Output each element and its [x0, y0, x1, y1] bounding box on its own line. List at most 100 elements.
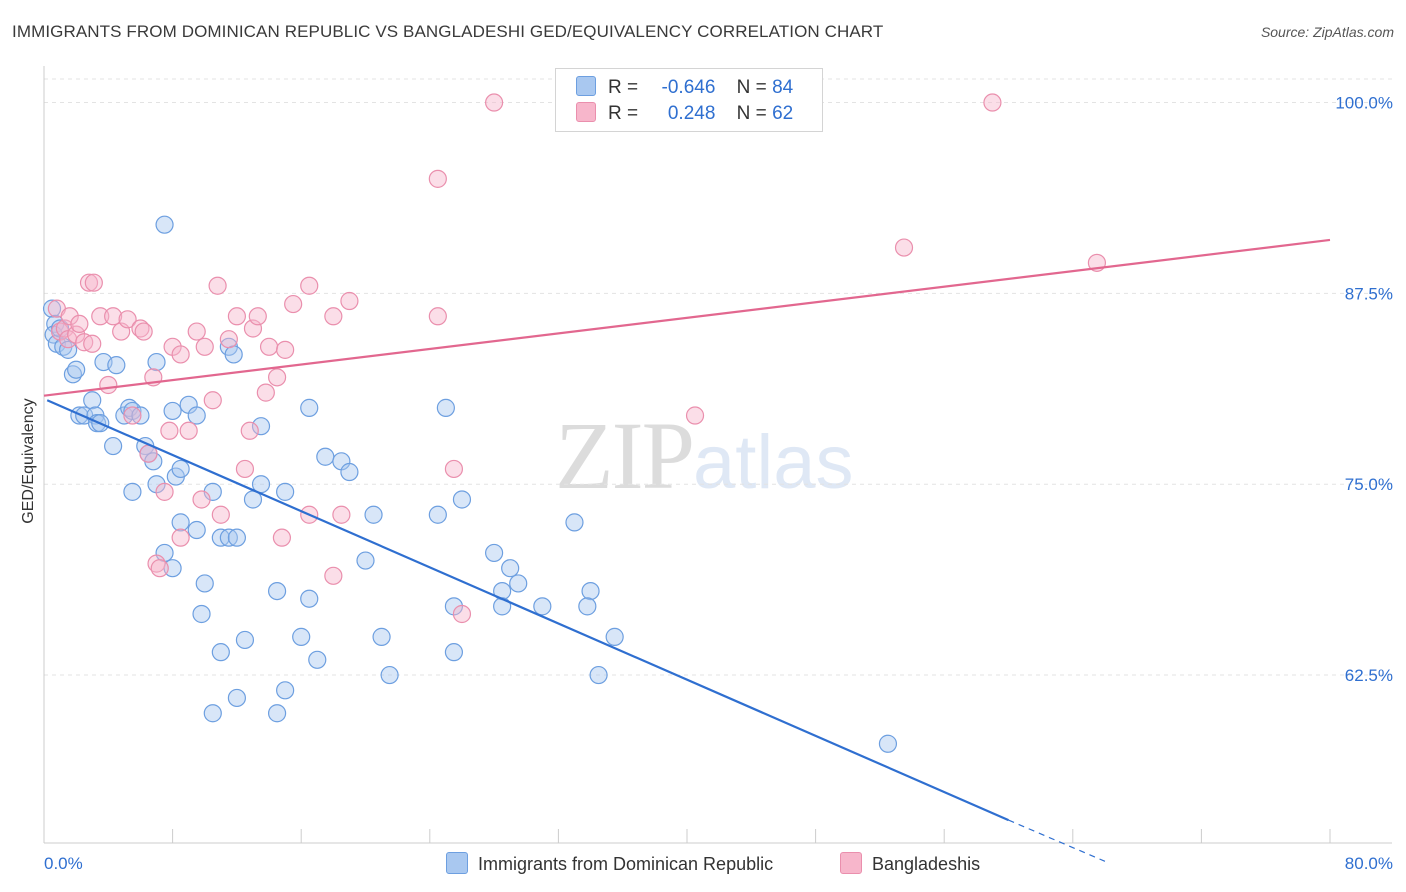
legend-r-label: R =	[608, 103, 639, 124]
bangladeshi-point	[91, 307, 110, 326]
bangladeshi-point	[444, 459, 464, 479]
dominican-point	[300, 398, 319, 417]
legend-row-bangladeshi: R = 0.248 N = 62	[576, 102, 793, 126]
dominican-point	[227, 528, 246, 547]
bangladeshi-point	[123, 406, 142, 425]
dominican-point	[123, 482, 142, 501]
bangladeshi-point	[452, 604, 472, 624]
dominican-point	[67, 360, 86, 379]
dominican-point	[267, 704, 287, 723]
y-tick-labels: 62.5% 75.0% 87.5% 100.0%	[1335, 94, 1393, 686]
dominican-point	[224, 345, 243, 364]
dominican-point	[187, 520, 206, 540]
watermark-atlas: atlas	[693, 420, 854, 505]
bottom-legend-dominican: Immigrants from Dominican Republic	[446, 852, 773, 875]
bangladeshi-point	[60, 307, 79, 326]
y-tick-label: 100.0%	[1335, 94, 1393, 113]
dominican-point	[292, 627, 311, 646]
bangladeshi-point	[160, 421, 179, 440]
dominican-point	[155, 215, 174, 234]
bangladeshi-point	[203, 391, 222, 410]
dominican-point	[300, 589, 319, 608]
bangladeshi-point	[118, 310, 137, 329]
dominican-point	[192, 604, 211, 624]
dominican-point	[340, 462, 359, 482]
bangladeshi-point	[171, 345, 190, 364]
bangladeshi-point	[894, 238, 914, 257]
bangladeshi-point	[300, 276, 319, 295]
legend-r-value-dominican: -0.646	[661, 77, 716, 98]
dominican-point	[308, 650, 327, 669]
bangladeshi-point	[131, 319, 150, 338]
chart-title: IMMIGRANTS FROM DOMINICAN REPUBLIC VS BA…	[12, 22, 884, 41]
bangladeshi-point	[104, 307, 123, 326]
dominican-point	[147, 352, 166, 372]
dominican-point	[107, 356, 126, 375]
dominican-point	[235, 630, 255, 650]
bangladeshi-point	[235, 459, 255, 479]
legend-r-label: R =	[608, 77, 639, 98]
dominican-point	[267, 581, 287, 601]
bangladeshi-point	[685, 406, 705, 425]
dominican-point	[452, 490, 472, 509]
legend-n-label: N =	[736, 103, 767, 124]
dominican-point	[436, 398, 455, 417]
x-tick-label-min: 0.0%	[44, 854, 83, 873]
bangladeshi-point	[83, 334, 102, 353]
bangladeshi-point	[272, 528, 292, 547]
bangladeshi-point	[208, 276, 227, 295]
bangladeshi-point	[276, 340, 295, 359]
bangladeshi-point	[248, 307, 267, 326]
series-bangladeshi-points	[47, 93, 1107, 624]
trend-line-dominican-extension	[1008, 819, 1106, 862]
bangladeshi-point	[79, 273, 99, 292]
bangladeshi-point	[256, 383, 275, 402]
bangladeshi-point	[187, 322, 206, 341]
bangladeshi-point	[211, 505, 230, 524]
dominican-point	[187, 406, 206, 425]
legend-swatch-bangladeshi	[576, 102, 596, 122]
dominican-point	[364, 505, 383, 524]
bottom-legend-swatch-dominican	[446, 852, 468, 874]
bangladeshi-point	[179, 421, 198, 440]
legend-n-label: N =	[736, 77, 767, 98]
bangladeshi-point	[155, 482, 174, 501]
legend-n-value-bangladeshi: 62	[772, 103, 794, 124]
legend-row-dominican: R = -0.646 N = 84	[576, 76, 793, 100]
y-tick-label: 75.0%	[1345, 475, 1393, 494]
dominican-point	[227, 688, 246, 708]
bangladeshi-point	[340, 291, 359, 311]
bangladeshi-point	[428, 307, 447, 326]
dominican-point	[356, 551, 375, 570]
bottom-legend-swatch-bangladeshi	[840, 852, 862, 874]
dominican-point	[171, 459, 190, 479]
bangladeshi-point	[332, 505, 351, 524]
bangladeshi-point	[324, 566, 343, 585]
dominican-point	[589, 665, 608, 685]
dominican-point	[251, 417, 271, 436]
legend-n-value-dominican: 84	[772, 77, 794, 98]
dominican-point	[533, 597, 552, 616]
dominican-point	[171, 513, 190, 532]
dominican-point	[565, 513, 584, 532]
dominican-point	[428, 505, 447, 524]
bangladeshi-point	[192, 490, 211, 509]
dominican-point	[878, 734, 898, 753]
dominican-point	[211, 643, 230, 662]
bangladeshi-point	[171, 528, 190, 547]
bangladeshi-point	[70, 314, 89, 334]
dominican-point	[59, 340, 78, 359]
dominican-point	[485, 543, 504, 563]
bangladeshi-point	[428, 169, 447, 188]
bangladeshi-point	[324, 307, 343, 326]
x-tick-label-max: 80.0%	[1345, 854, 1393, 873]
watermark: ZIPatlas	[555, 400, 854, 511]
y-tick-label: 87.5%	[1345, 284, 1393, 303]
bottom-legend-label-dominican: Immigrants from Dominican Republic	[478, 854, 774, 874]
legend-r-value-bangladeshi: 0.248	[667, 103, 716, 124]
y-tick-label: 62.5%	[1345, 666, 1393, 685]
axes	[43, 66, 1392, 844]
y-axis-label: GED/Equivalency	[20, 398, 37, 524]
trend-lines	[43, 238, 1331, 862]
